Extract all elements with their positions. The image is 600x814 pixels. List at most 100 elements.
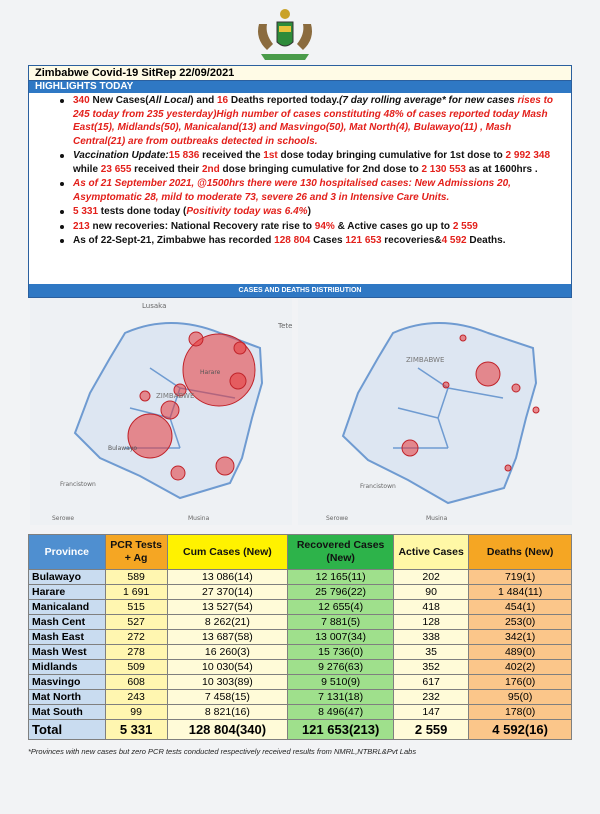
table-cell: 95(0) <box>468 689 572 705</box>
text-run: dose today bringing cumulative for 1st d… <box>277 150 506 161</box>
table-cell: 128 <box>392 614 470 630</box>
table-row: Mash East 272 13 687(58) 13 007(34) 338 342(1… <box>28 629 572 645</box>
table-cell: 8 821(16) <box>166 704 289 720</box>
map-label: Harare <box>200 369 221 376</box>
table-cell: Manicaland <box>28 599 106 615</box>
table-row: Bulawayo 589 13 086(14) 12 165(11) 202 719(1) <box>28 569 572 585</box>
table-cell: 1 691 <box>104 584 168 600</box>
table-row: Mash Cent 527 8 262(21) 7 881(5) 128 253(0) <box>28 614 572 630</box>
text-run: received the <box>199 150 264 161</box>
text-run: ) and <box>190 95 217 106</box>
text-run: ) <box>307 206 311 217</box>
text-run: Deaths. <box>466 235 506 246</box>
table-cell: 489(0) <box>468 644 572 660</box>
table-cell: 178(0) <box>468 704 572 720</box>
table-cell: 25 796(22) <box>287 584 394 600</box>
text-run: 2nd <box>201 163 220 175</box>
text-run: As of 22-Sept-21, Zimbabwe has recorded <box>73 235 275 246</box>
map-label: Musina <box>188 515 210 522</box>
text-run: 128 804 <box>274 235 311 246</box>
table-cell: Mat North <box>28 689 106 705</box>
table-cell: 13 527(54) <box>166 599 289 615</box>
table-cell: 13 007(34) <box>287 629 394 645</box>
table-cell: 7 458(15) <box>166 689 289 705</box>
table-cell: 352 <box>392 659 470 675</box>
table-cell: 16 260(3) <box>166 644 289 660</box>
text-run: 121 653 <box>345 235 382 246</box>
text-run: New Cases( <box>89 95 149 106</box>
table-cell: 12 655(4) <box>287 599 394 615</box>
table-row: Harare 1 691 27 370(14) 25 796(22) 90 1 484(1… <box>28 584 572 600</box>
table-row: Mat South 99 8 821(16) 8 496(47) 147 178(0) <box>28 704 572 720</box>
text-run: received their <box>131 163 202 175</box>
bullet: Vaccination Update:15 836 received the 1… <box>60 149 559 176</box>
table-cell: 509 <box>104 659 168 675</box>
table-cell: 35 <box>392 644 470 660</box>
map-label: Francistown <box>360 483 396 490</box>
table-cell: 589 <box>104 569 168 585</box>
table-cell: 13 086(14) <box>166 569 289 585</box>
text-run: Positivity today was 6.4% <box>186 206 308 217</box>
column-header: Deaths (New) <box>468 534 572 570</box>
total-cell: Total <box>28 719 106 740</box>
text-run: 15 836 <box>168 150 200 161</box>
total-cell: 5 331 <box>104 719 168 740</box>
text-run: Vaccination Update: <box>73 150 169 161</box>
highlights: 340 New Cases(All Local) and 16 Deaths r… <box>29 94 559 249</box>
table-cell: Harare <box>28 584 106 600</box>
table-cell: 1 484(11) <box>468 584 572 600</box>
text-run: rises to 245 today from <box>73 95 554 120</box>
text-run: High number of cases constituting 48% of… <box>73 108 548 147</box>
text-run: tests done today ( <box>98 206 187 217</box>
title: Zimbabwe Covid-19 SitRep 22/09/2021 <box>29 66 571 81</box>
table-cell: Mat South <box>28 704 106 720</box>
text-run: 340 <box>73 95 90 106</box>
total-row: Total 5 331 128 804(340) 121 653(213) 2 559 4… <box>28 719 572 740</box>
footnote: *Provinces with new cases but zero PCR t… <box>28 747 417 756</box>
total-cell: 2 559 <box>392 719 470 740</box>
map-label: ZIMBABWE <box>156 392 194 400</box>
map-label: Serowe <box>326 515 348 522</box>
text-run: & Active cases go up to <box>334 220 453 232</box>
table-cell: Mash West <box>28 644 106 660</box>
column-header: Cum Cases (New) <box>166 534 289 570</box>
table-cell: 454(1) <box>468 599 572 615</box>
text-run: 16 <box>216 95 229 106</box>
table-row: Masvingo 608 10 303(89) 9 510(9) 617 176(0) <box>28 674 572 690</box>
table-cell: Mash Cent <box>28 614 106 630</box>
text-run: As of 21 September 2021, @1500hrs there … <box>73 178 511 203</box>
map-label: Francistown <box>60 481 96 488</box>
table-cell: Mash East <box>28 629 106 645</box>
total-cell: 4 592(16) <box>468 719 572 740</box>
table-cell: 527 <box>104 614 168 630</box>
text-run: 235 yesterday) <box>146 108 217 120</box>
table-cell: 338 <box>392 629 470 645</box>
map-label: Serowe <box>52 515 74 522</box>
table-cell: 232 <box>392 689 470 705</box>
column-header: Province <box>28 534 106 570</box>
table-cell: 608 <box>104 674 168 690</box>
text-run: new recoveries: National Recovery rate r… <box>89 220 315 232</box>
table-row: Mash West 278 16 260(3) 15 736(0) 35 489(0) <box>28 644 572 660</box>
text-run: 213 <box>73 220 90 232</box>
table-cell: 90 <box>392 584 470 600</box>
table-cell: 202 <box>392 569 470 585</box>
map: ZIMBABWE Francistown Serowe Musina <box>298 298 572 525</box>
table-cell: Masvingo <box>28 674 106 690</box>
table-row: Manicaland 515 13 527(54) 12 655(4) 418 454(1… <box>28 599 572 615</box>
column-header: Recovered Cases (New) <box>287 534 394 570</box>
bullet: As of 21 September 2021, @1500hrs there … <box>60 177 559 204</box>
table-row: Midlands 509 10 030(54) 9 276(63) 352 402(2) <box>28 659 572 675</box>
bullet: As of 22-Sept-21, Zimbabwe has recorded … <box>60 234 559 248</box>
map: Lusaka Tete ZIMBABWE Harare Bulawayo Francist… <box>30 298 292 525</box>
table-cell: 10 030(54) <box>166 659 289 675</box>
section-heading: CASES AND DEATHS DISTRIBUTION <box>29 284 571 297</box>
table-cell: 8 496(47) <box>287 704 394 720</box>
text-run: 4 592 <box>441 235 467 246</box>
table-cell: 342(1) <box>468 629 572 645</box>
header-row: Province PCR Tests + Ag Cum Cases (New) Rec… <box>28 534 572 570</box>
table-cell: 9 510(9) <box>287 674 394 690</box>
table-cell: 9 276(63) <box>287 659 394 675</box>
highlights-heading: HIGHLIGHTS TODAY <box>29 81 571 93</box>
